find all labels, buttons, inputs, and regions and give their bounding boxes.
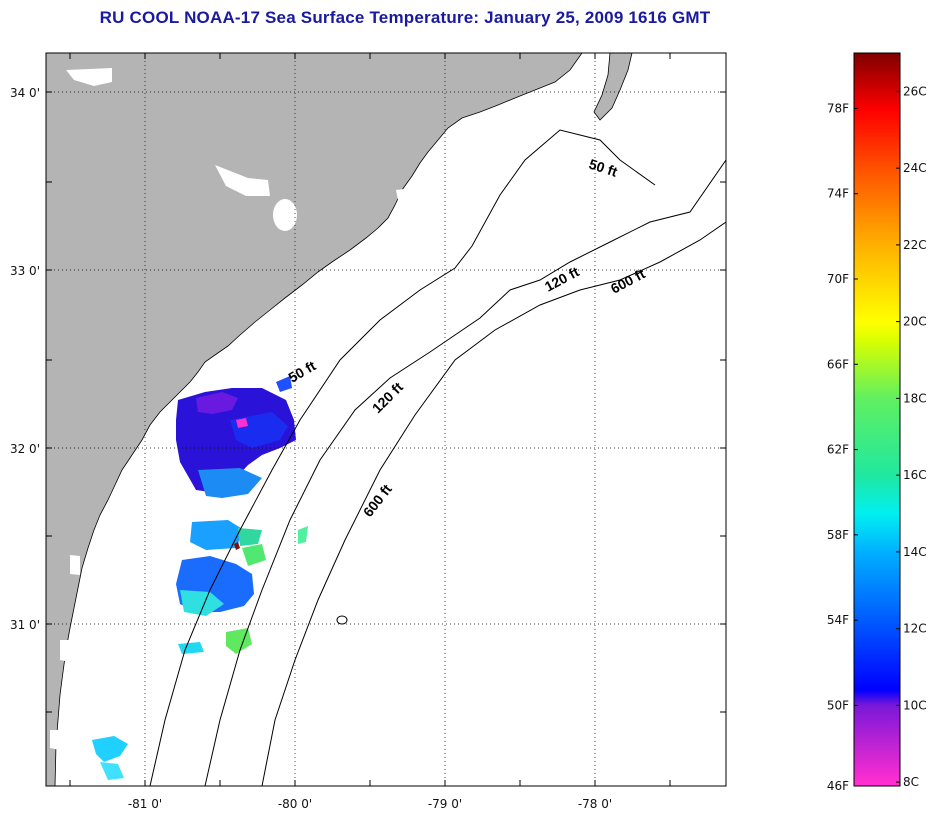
fahrenheit-label: 58F [827, 528, 849, 542]
fahrenheit-label: 46F [827, 779, 849, 793]
fahrenheit-label: 50F [827, 698, 849, 712]
lat-label: 31 0' [10, 618, 40, 632]
celsius-label: 14C [903, 545, 927, 559]
celsius-label: 16C [903, 468, 927, 482]
celsius-label: 8C [903, 775, 919, 789]
isobath-120ft [204, 159, 726, 786]
frame-ticks [46, 53, 726, 786]
lon-label: -80 0' [278, 797, 312, 811]
outer-banks [593, 53, 633, 121]
lon-label: -81 0' [128, 797, 162, 811]
celsius-label: 26C [903, 84, 927, 98]
lon-labels: -81 0' -80 0' -79 0' -78 0' [128, 797, 612, 811]
fahrenheit-label: 70F [827, 272, 849, 286]
inland-lakes [50, 68, 414, 750]
fahrenheit-label: 74F [827, 187, 849, 201]
colorbar-gradient [853, 52, 901, 787]
colorbar-ticks [854, 90, 900, 787]
lat-label: 32 0' [10, 442, 40, 456]
fahrenheit-label: 54F [827, 613, 849, 627]
isobath-600ft [261, 221, 726, 786]
colorbar-celsius-labels: 26C 24C 22C 20C 18C 16C 14C 12C 10C 8C [903, 84, 927, 789]
lat-label: 33 0' [10, 264, 40, 278]
map-frame [45, 52, 727, 787]
fahrenheit-label: 78F [827, 101, 849, 115]
celsius-label: 12C [903, 622, 927, 636]
lon-label: -78 0' [578, 797, 612, 811]
celsius-label: 24C [903, 161, 927, 175]
lon-label: -79 0' [428, 797, 462, 811]
temperature-colorbar: 78F 74F 70F 66F 62F 58F 54F 50F 46F 26C 24C 22C 20C… [827, 52, 927, 793]
celsius-label: 22C [903, 238, 927, 252]
lat-lon-grid [46, 53, 726, 786]
isobath-50ft [149, 129, 656, 786]
celsius-label: 18C [903, 391, 927, 405]
isobath-contours [149, 129, 726, 786]
fahrenheit-label: 62F [827, 443, 849, 457]
colorbar-fahrenheit-labels: 78F 74F 70F 66F 62F 58F 54F 50F 46F [827, 101, 849, 793]
map-title: RU COOL NOAA-17 Sea Surface Temperature:… [99, 8, 711, 27]
celsius-label: 20C [903, 315, 927, 329]
fahrenheit-label: 66F [827, 357, 849, 371]
lat-label: 34 0' [10, 86, 40, 100]
land-mass [46, 53, 583, 786]
celsius-label: 10C [903, 698, 927, 712]
lat-labels: 34 0' 33 0' 32 0' 31 0' [10, 86, 40, 632]
sst-patches [92, 376, 308, 780]
